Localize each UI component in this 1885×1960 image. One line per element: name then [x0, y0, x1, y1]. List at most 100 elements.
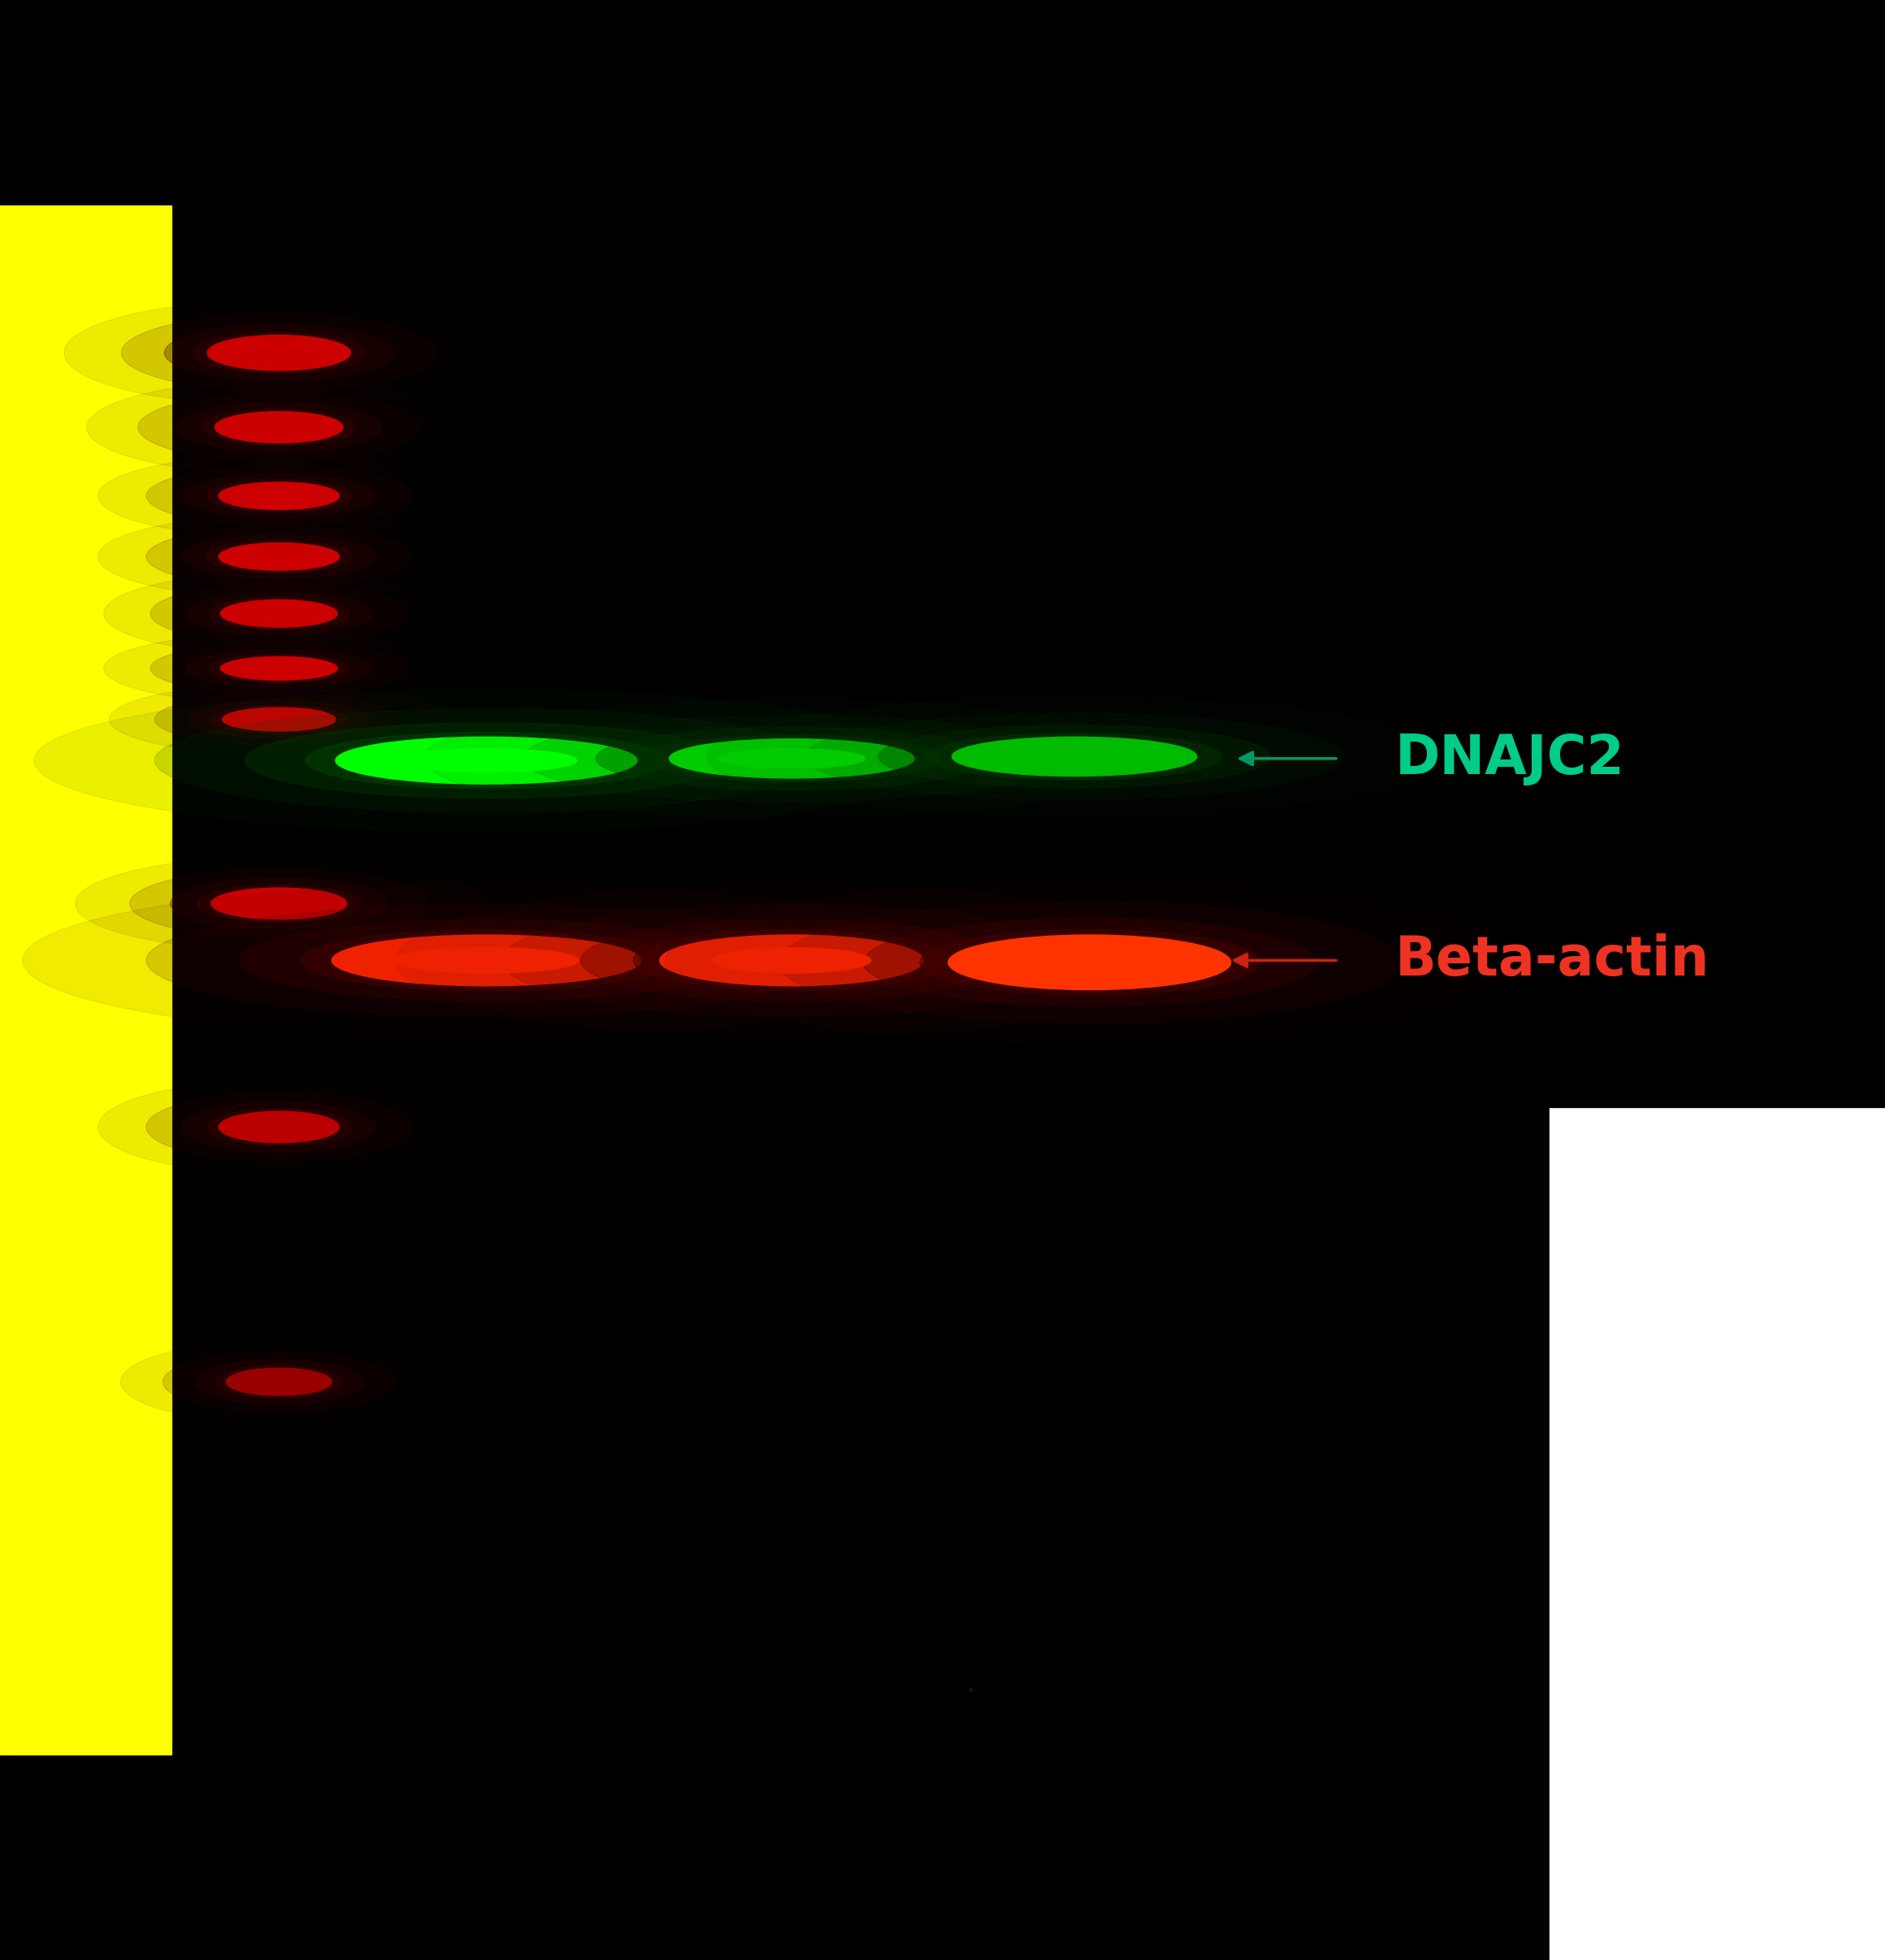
Ellipse shape [226, 1368, 332, 1396]
Ellipse shape [64, 300, 494, 406]
Ellipse shape [151, 643, 407, 694]
Ellipse shape [192, 331, 366, 374]
Ellipse shape [243, 606, 315, 619]
Ellipse shape [207, 480, 351, 512]
Ellipse shape [98, 1080, 460, 1174]
Ellipse shape [183, 474, 375, 517]
Ellipse shape [669, 739, 914, 778]
Ellipse shape [878, 725, 1270, 788]
Ellipse shape [155, 710, 818, 811]
Ellipse shape [241, 419, 317, 435]
Ellipse shape [209, 598, 349, 629]
Ellipse shape [302, 929, 671, 992]
Ellipse shape [211, 706, 347, 733]
Ellipse shape [207, 541, 351, 572]
Ellipse shape [305, 733, 667, 788]
Ellipse shape [138, 392, 420, 463]
Ellipse shape [713, 947, 871, 974]
Ellipse shape [147, 527, 411, 586]
Ellipse shape [121, 1341, 437, 1423]
Ellipse shape [215, 412, 343, 443]
Ellipse shape [221, 657, 337, 680]
Ellipse shape [927, 733, 1221, 780]
Ellipse shape [245, 723, 728, 798]
Ellipse shape [596, 727, 988, 790]
Ellipse shape [98, 515, 460, 598]
Ellipse shape [104, 572, 454, 655]
Ellipse shape [718, 749, 865, 768]
Ellipse shape [151, 584, 407, 643]
Ellipse shape [394, 947, 579, 974]
Ellipse shape [183, 535, 375, 578]
Ellipse shape [243, 1119, 315, 1135]
Ellipse shape [34, 690, 939, 831]
Ellipse shape [155, 694, 403, 745]
Text: DNAJC2: DNAJC2 [1395, 731, 1625, 786]
Ellipse shape [219, 482, 339, 510]
Ellipse shape [209, 655, 349, 682]
Ellipse shape [245, 713, 313, 725]
Ellipse shape [207, 1107, 351, 1147]
Ellipse shape [162, 1352, 396, 1411]
Ellipse shape [87, 380, 471, 474]
Ellipse shape [424, 700, 1159, 817]
Ellipse shape [581, 919, 1003, 1002]
Ellipse shape [660, 935, 924, 986]
Ellipse shape [239, 919, 733, 1002]
Ellipse shape [194, 1360, 364, 1403]
Ellipse shape [396, 884, 1188, 1037]
Ellipse shape [222, 708, 336, 731]
Ellipse shape [147, 1092, 411, 1162]
Ellipse shape [147, 466, 411, 525]
Ellipse shape [920, 929, 1259, 996]
Ellipse shape [805, 713, 1344, 800]
Ellipse shape [238, 896, 320, 911]
Ellipse shape [75, 857, 483, 951]
Ellipse shape [501, 904, 1082, 1017]
Ellipse shape [185, 592, 373, 635]
Ellipse shape [332, 935, 641, 986]
Ellipse shape [198, 884, 360, 923]
Bar [1549, 1107, 1885, 1960]
Ellipse shape [121, 314, 437, 392]
Ellipse shape [211, 888, 347, 919]
Ellipse shape [207, 335, 351, 370]
Bar [0, 206, 172, 1754]
Ellipse shape [779, 902, 1401, 1023]
Ellipse shape [948, 935, 1231, 990]
Ellipse shape [707, 698, 1442, 815]
Ellipse shape [665, 880, 1514, 1045]
Ellipse shape [202, 408, 356, 447]
Ellipse shape [219, 1111, 339, 1143]
Ellipse shape [336, 737, 637, 784]
Ellipse shape [130, 868, 428, 939]
Ellipse shape [170, 878, 388, 929]
Bar [1549, 0, 1885, 1107]
Ellipse shape [219, 543, 339, 570]
Ellipse shape [215, 1366, 343, 1397]
Ellipse shape [109, 684, 449, 755]
Ellipse shape [243, 662, 315, 674]
Ellipse shape [863, 919, 1316, 1005]
Ellipse shape [164, 325, 394, 380]
Ellipse shape [221, 600, 337, 627]
Ellipse shape [177, 402, 381, 453]
Ellipse shape [98, 455, 460, 537]
Ellipse shape [645, 735, 939, 782]
Ellipse shape [189, 700, 369, 739]
Ellipse shape [147, 904, 826, 1017]
Ellipse shape [243, 551, 315, 564]
Ellipse shape [185, 649, 373, 688]
Ellipse shape [183, 1102, 375, 1152]
Ellipse shape [633, 929, 950, 992]
Ellipse shape [522, 715, 1061, 802]
Ellipse shape [1005, 949, 1174, 976]
Ellipse shape [23, 884, 950, 1037]
Ellipse shape [952, 737, 1197, 776]
Ellipse shape [1001, 747, 1148, 766]
Ellipse shape [104, 633, 454, 704]
Ellipse shape [247, 1376, 311, 1390]
Ellipse shape [243, 490, 315, 504]
Ellipse shape [396, 749, 577, 772]
Text: Beta-actin: Beta-actin [1395, 933, 1710, 988]
